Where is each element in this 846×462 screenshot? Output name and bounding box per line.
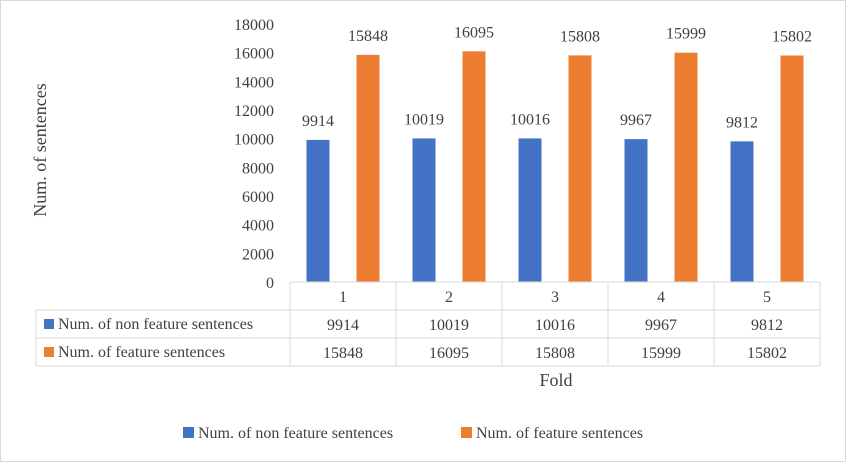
bar-data-label: 9914 [302,113,334,130]
y-tick-label: 18000 [234,17,274,34]
legend-swatch [461,427,472,438]
table-legend-key [44,319,54,329]
y-tick-label: 2000 [242,246,274,263]
legend: Num. of non feature sentences Num. of fea… [183,425,643,442]
data-table: 1 2 3 4 5 Num. of non feature sentences 9914 10… [35,281,821,367]
bar-data-label: 9812 [726,114,758,131]
table-series-name: Num. of feature sentences [58,344,225,361]
table-cell-value: 15999 [641,345,681,362]
table-cell-value: 15808 [535,345,575,362]
bar-data-label: 9967 [620,112,652,129]
legend-swatch [183,427,194,438]
y-tick-label: 4000 [242,218,274,235]
table-cell-value: 10016 [535,317,575,334]
bar-data-label: 15999 [666,26,706,43]
y-axis-title: Num. of sentences [30,83,50,216]
bar-data-label: 15848 [348,28,388,45]
y-tick-label: 10000 [234,132,274,149]
bar-non-feature [306,139,330,282]
bar-feature [674,52,698,282]
legend-label: Num. of feature sentences [476,425,643,442]
x-category-label: 5 [763,289,771,306]
bar-non-feature [624,139,648,282]
bar-data-label: 16095 [454,24,494,41]
table-cell-value: 15848 [323,345,363,362]
table-cell-value: 16095 [429,345,469,362]
bar-feature [568,55,592,282]
x-category-label: 1 [339,289,347,306]
x-category-label: 2 [445,289,453,306]
x-category-label: 4 [657,289,665,306]
bar-data-label: 10019 [404,111,444,128]
y-tick-label: 12000 [234,103,274,120]
bar-feature [462,51,486,283]
y-tick-label: 6000 [242,189,274,206]
bar-feature [356,54,380,282]
y-tick-label: 0 [266,275,274,292]
bar-non-feature [412,138,436,282]
table-cell-value: 15802 [747,345,787,362]
table-cell-value: 9967 [645,317,677,334]
y-axis-ticks: 0 2000 4000 6000 8000 10000 12000 14000 16000 180… [234,17,274,292]
x-category-label: 3 [551,289,559,306]
plot-area: 9914 15848 10019 16095 10016 15808 9967 15999 98… [302,24,812,283]
x-axis-title: Fold [539,370,572,390]
table-cell-value: 9914 [327,317,359,334]
bar-feature [780,55,804,282]
table-series-name: Num. of non feature sentences [58,316,253,333]
bar-non-feature [518,138,542,282]
y-tick-label: 8000 [242,160,274,177]
bar-data-label: 10016 [510,111,550,128]
bar-data-label: 15802 [772,29,812,46]
table-cell-value: 9812 [751,317,783,334]
bar-data-label: 15808 [560,28,600,45]
y-tick-label: 16000 [234,46,274,63]
legend-label: Num. of non feature sentences [198,425,393,442]
bar-non-feature [730,141,754,282]
y-tick-label: 14000 [234,74,274,91]
table-cell-value: 10019 [429,317,469,334]
table-legend-key [44,347,54,357]
